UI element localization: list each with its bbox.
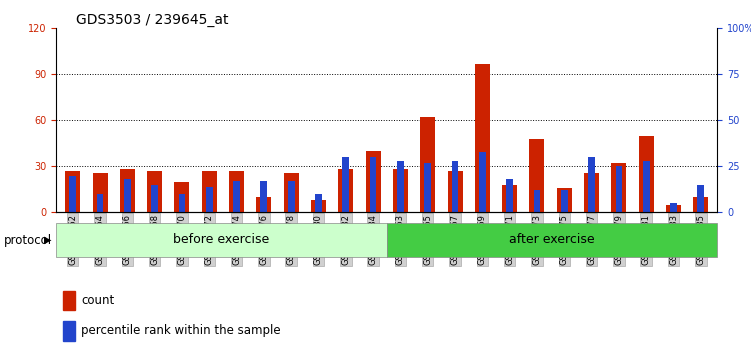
Bar [92,172,107,212]
Bar [63,291,75,310]
Text: percentile rank within the sample: percentile rank within the sample [81,325,281,337]
Bar [556,188,572,212]
Bar [393,170,408,212]
Bar [65,171,80,212]
Bar [56,223,387,257]
Bar [475,64,490,212]
Bar [502,185,517,212]
Text: before exercise: before exercise [173,233,270,246]
Bar [479,152,486,212]
Bar [174,182,189,212]
Text: ▶: ▶ [44,235,51,245]
Bar [97,194,104,212]
Bar [179,194,185,212]
Bar [288,181,294,212]
Bar [233,181,240,212]
Bar [229,171,244,212]
Text: count: count [81,294,115,307]
Bar [338,170,353,212]
Bar [147,171,162,212]
Bar [448,171,463,212]
Bar [369,157,376,212]
Bar [151,185,158,212]
Bar [342,157,349,212]
Bar [588,157,595,212]
Text: after exercise: after exercise [509,233,595,246]
Bar [69,176,76,212]
Bar [643,161,650,212]
Bar [693,197,708,212]
Bar [397,161,404,212]
Bar [666,205,681,212]
Bar [206,187,213,212]
Text: GDS3503 / 239645_at: GDS3503 / 239645_at [76,13,228,27]
Bar [421,117,436,212]
Bar [561,190,568,212]
Bar [698,185,704,212]
Bar [506,179,513,212]
Bar [387,223,717,257]
Bar [638,136,653,212]
Bar [533,190,540,212]
Bar [315,194,322,212]
Bar [611,163,626,212]
Bar [311,200,326,212]
Bar [616,166,623,212]
Bar [120,170,135,212]
Bar [366,151,381,212]
Bar [670,203,677,212]
Bar [529,139,544,212]
Bar [202,171,217,212]
Bar [451,161,458,212]
Bar [261,181,267,212]
Bar [124,179,131,212]
Text: protocol: protocol [4,234,52,246]
Bar [256,197,271,212]
Bar [584,172,599,212]
Bar [424,163,431,212]
Bar [63,321,75,341]
Bar [284,172,299,212]
